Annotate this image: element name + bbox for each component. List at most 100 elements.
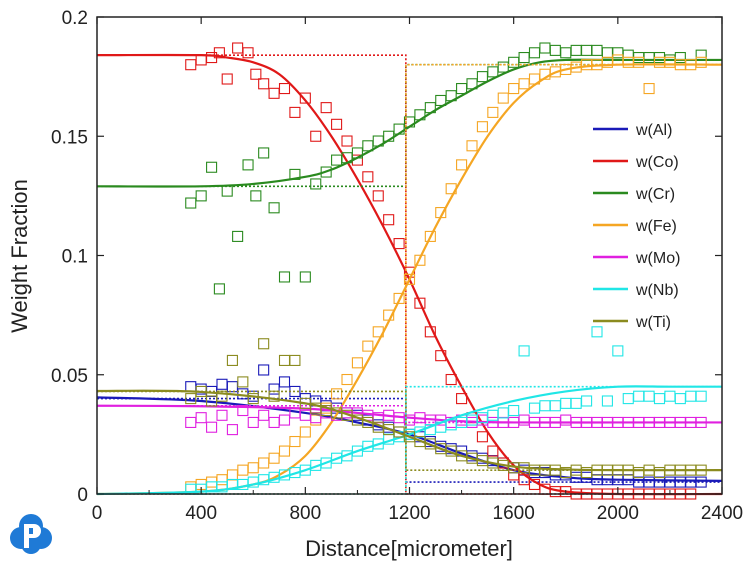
data-point [476, 431, 488, 443]
x-tick-label: 800 [289, 503, 321, 524]
x-tick-label: 2400 [701, 503, 743, 524]
data-point [456, 159, 468, 171]
y-axis-title: Weight Fraction [7, 179, 32, 333]
data-point [226, 354, 238, 366]
calculated-curve-w(Ti) [96, 389, 723, 472]
data-point [310, 178, 322, 190]
data-point [206, 421, 218, 433]
data-point [341, 135, 353, 147]
data-point [216, 390, 228, 402]
y-tick-label: 0 [77, 485, 88, 506]
data-point [362, 171, 374, 183]
legend-label: w(Nb) [635, 282, 679, 299]
data-point [237, 404, 249, 417]
data-point [476, 121, 488, 133]
x-axis-title: Distance[micrometer] [305, 536, 513, 561]
x-tick-label: 2000 [597, 503, 639, 524]
data-point [383, 214, 395, 226]
data-point [206, 161, 218, 173]
calculated-curve-w(Nb) [96, 385, 722, 496]
series-w(Nb) [96, 326, 722, 496]
series-w(Ti) [96, 338, 723, 479]
data-point [221, 73, 233, 85]
legend-label: w(Fe) [635, 218, 677, 235]
data-point [581, 395, 593, 407]
calculated-curve-w(Co) [96, 53, 723, 496]
data-point [258, 78, 270, 90]
data-point [289, 354, 301, 366]
data-point [310, 130, 322, 142]
data-point [393, 238, 405, 250]
legend-label: w(Ti) [635, 314, 671, 331]
P-logo-icon [10, 514, 52, 554]
data-point [289, 435, 301, 448]
data-point [268, 383, 280, 395]
data-point [487, 106, 499, 118]
data-point [213, 283, 225, 295]
data-point [195, 412, 207, 424]
data-point [695, 390, 707, 402]
data-point [258, 409, 270, 421]
y-tick-label: 0.1 [62, 247, 88, 268]
data-point [268, 452, 280, 464]
data-point [278, 445, 291, 457]
legend-label: w(Co) [635, 154, 679, 171]
calculated-curve-w(Cr) [96, 58, 722, 188]
data-point [278, 83, 291, 95]
data-point [232, 230, 244, 242]
data-point [216, 409, 228, 421]
legend: w(Al) w(Co) w(Cr) w(Fe) w(Mo) w(Nb) w(Ti) [593, 122, 680, 331]
data-point [185, 197, 197, 209]
data-point [351, 357, 363, 369]
y-tick-label: 0.05 [51, 366, 88, 387]
data-point [372, 190, 384, 202]
data-point [185, 393, 197, 405]
x-tick-label: 1600 [493, 503, 535, 524]
data-point [518, 345, 530, 357]
data-point [601, 395, 613, 407]
data-point [414, 254, 426, 266]
data-point [633, 56, 645, 68]
data-point [445, 373, 457, 386]
data-point [466, 140, 478, 152]
data-point [258, 147, 270, 159]
data-point [331, 388, 343, 400]
plot-background [97, 17, 722, 494]
data-point [237, 376, 249, 388]
data-point [393, 292, 405, 304]
data-point [268, 202, 280, 214]
x-tick-label: 0 [92, 503, 103, 524]
data-point [612, 345, 624, 357]
data-point [414, 297, 426, 309]
data-point [226, 424, 238, 436]
data-point [362, 340, 374, 352]
data-point [242, 159, 254, 171]
data-point [591, 326, 603, 338]
data-point [487, 445, 499, 457]
data-point [497, 92, 509, 104]
legend-label: w(Mo) [635, 250, 680, 267]
data-point [403, 273, 416, 285]
data-point [299, 92, 311, 104]
x-tick-label: 400 [185, 503, 217, 524]
data-point [695, 56, 707, 68]
data-point [213, 47, 225, 59]
data-point [695, 476, 707, 488]
legend-label: w(Al) [635, 122, 672, 139]
y-tick-label: 0.2 [62, 8, 88, 29]
data-point [278, 376, 291, 388]
data-point [331, 118, 343, 130]
data-point [278, 414, 291, 426]
x-tick-label: 1200 [388, 503, 430, 524]
data-point [250, 190, 262, 202]
data-point [299, 271, 311, 283]
data-point [258, 338, 270, 350]
data-point [242, 47, 254, 59]
data-point [456, 393, 468, 405]
data-point [250, 68, 262, 80]
data-point [268, 390, 280, 402]
data-point [247, 416, 259, 429]
data-point [258, 364, 270, 376]
data-point [278, 271, 291, 283]
data-point [247, 393, 259, 405]
